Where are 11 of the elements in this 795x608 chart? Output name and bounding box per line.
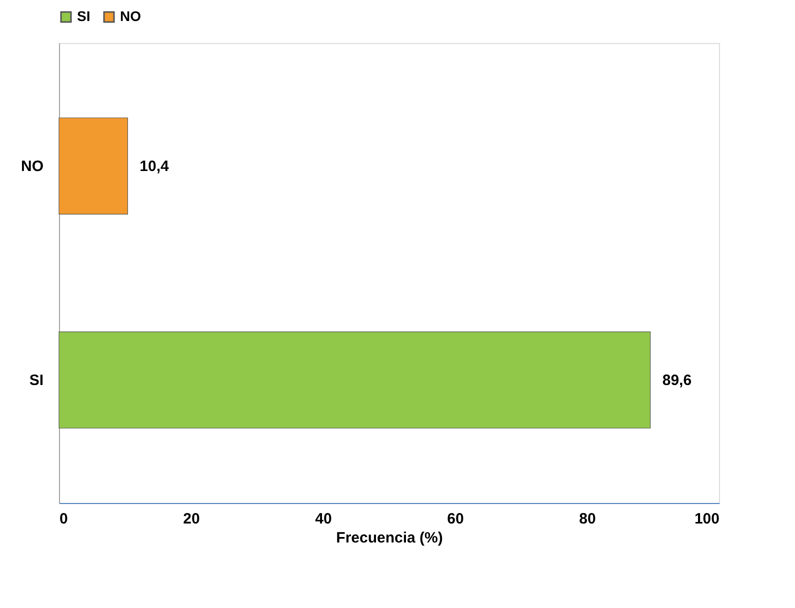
data-label: 10,4 bbox=[140, 158, 170, 176]
x-tick-label: 80 bbox=[579, 510, 596, 528]
x-tick-label: 100 bbox=[694, 510, 720, 528]
x-tick-label: 40 bbox=[315, 510, 332, 528]
legend-label: SI bbox=[77, 8, 90, 24]
x-tick-label: 0 bbox=[60, 510, 68, 528]
data-label: 89,6 bbox=[662, 372, 692, 389]
x-tick-label: 20 bbox=[183, 510, 200, 528]
x-tick-label: 60 bbox=[447, 510, 464, 528]
legend-label: NO bbox=[120, 8, 142, 24]
x-axis-title: Frecuencia (%) bbox=[336, 530, 443, 546]
